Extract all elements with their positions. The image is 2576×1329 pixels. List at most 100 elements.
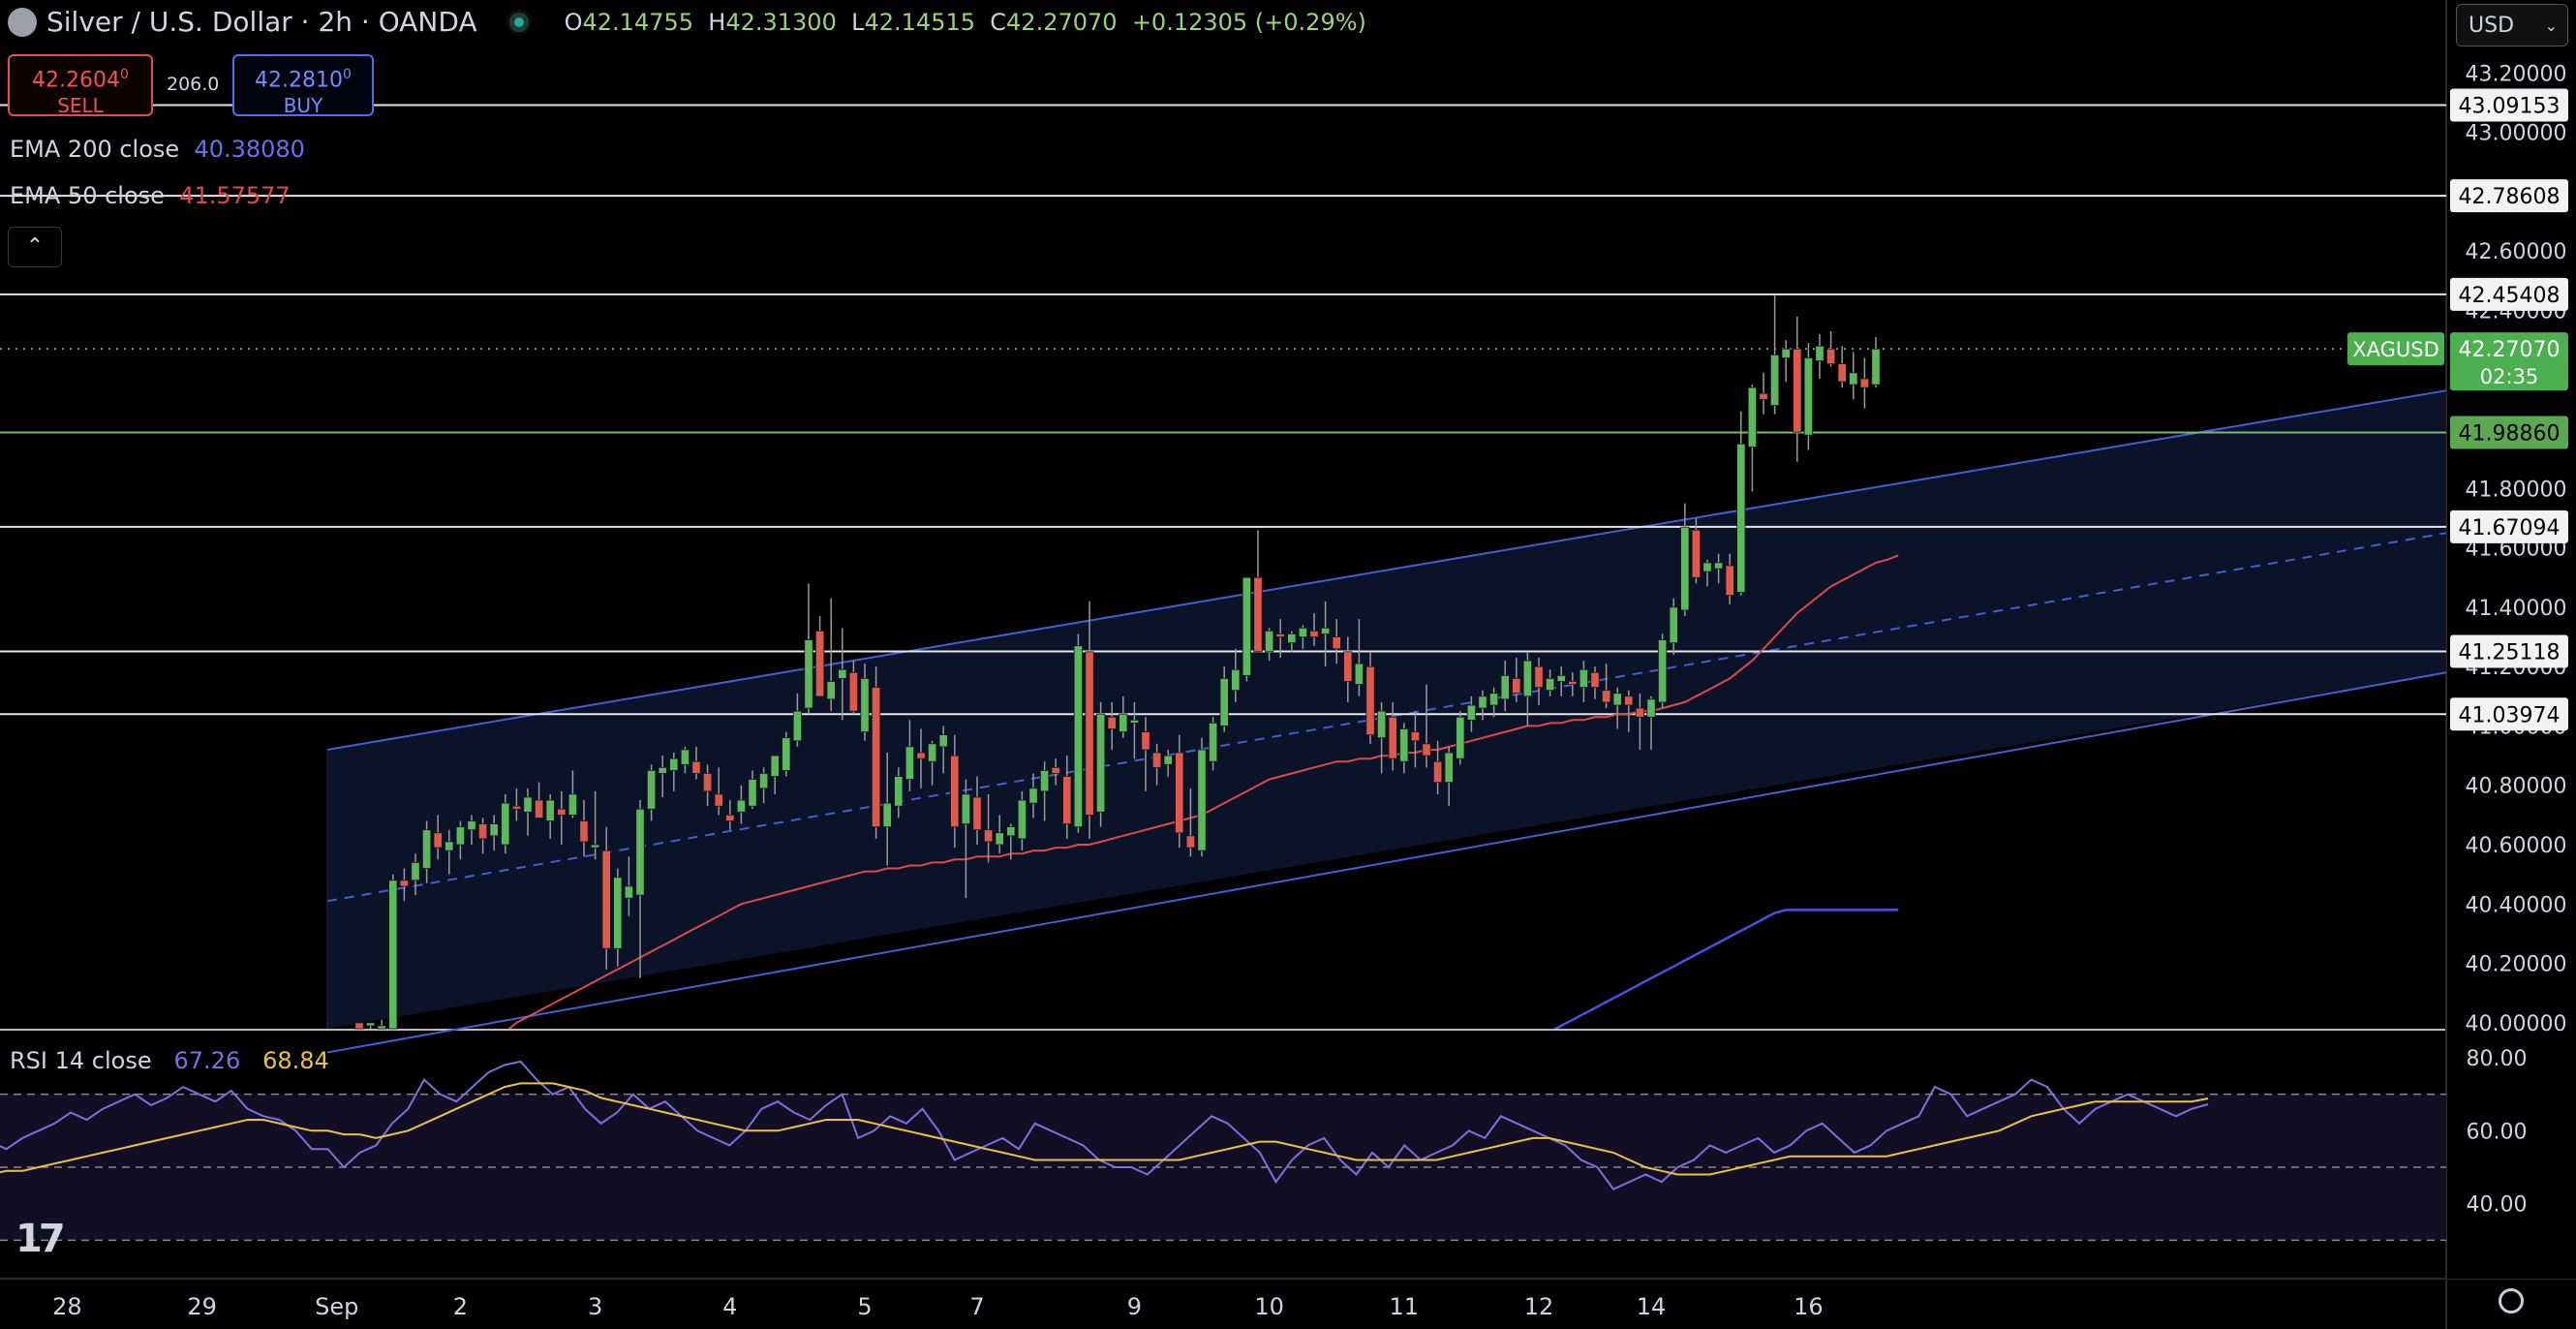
candle-body — [477, 823, 488, 840]
candle-body — [1444, 752, 1454, 784]
candle-body — [1354, 663, 1364, 685]
candle-body — [1365, 665, 1375, 736]
candle-body — [1399, 728, 1409, 762]
candle — [1837, 346, 1847, 388]
ema50-legend[interactable]: EMA 50 close 41.57577 — [10, 182, 291, 209]
symbol-title[interactable]: Silver / U.S. Dollar · 2h · OANDA — [46, 6, 477, 38]
candle-body — [545, 799, 555, 821]
candle — [950, 734, 960, 849]
candle — [1062, 756, 1072, 839]
ema200-legend[interactable]: EMA 200 close 40.38080 — [10, 136, 305, 163]
candle — [1377, 701, 1387, 774]
candle-body — [1175, 752, 1184, 834]
rsi-value: 67.26 — [173, 1047, 241, 1074]
low-value: 42.14515 — [864, 8, 975, 36]
candle-body — [1478, 695, 1487, 709]
candle — [815, 616, 825, 697]
candle-body — [872, 687, 881, 828]
candle — [1849, 352, 1858, 400]
candle-body — [1466, 704, 1476, 721]
candle — [1691, 517, 1701, 584]
candle-body — [567, 793, 578, 816]
candle — [455, 820, 466, 860]
ohlc-readout: O42.14755 H42.31300 L42.14515 C42.27070 … — [565, 9, 1366, 36]
candle-body — [1680, 526, 1690, 611]
candle — [1433, 740, 1443, 794]
candle-body — [421, 829, 432, 869]
price-tick-label: 40.60000 — [2466, 834, 2567, 858]
candle-body — [792, 710, 803, 742]
candle-body — [1253, 576, 1263, 653]
candle-body — [1242, 576, 1251, 676]
candle-body — [1343, 651, 1353, 682]
candle-body — [848, 671, 859, 712]
candle-body — [1085, 651, 1094, 816]
tradingview-logo-icon[interactable]: 17 — [15, 1217, 66, 1261]
candle — [1107, 701, 1117, 750]
candle-body — [1837, 363, 1847, 383]
level-price-tag — [2450, 634, 2568, 668]
time-tick-label: Sep — [315, 1293, 358, 1320]
time-tick-label: 4 — [722, 1293, 737, 1320]
candle — [1017, 790, 1027, 851]
candle-body — [1433, 760, 1443, 784]
candle-body — [1747, 386, 1757, 448]
buy-button[interactable]: 42.28100 BUY — [232, 54, 374, 117]
time-tick-label: 2 — [453, 1293, 468, 1320]
rsi-legend[interactable]: RSI 14 close 67.26 68.84 — [10, 1047, 329, 1074]
candle-body — [815, 630, 825, 697]
candle — [1287, 631, 1297, 652]
candle — [1231, 648, 1241, 702]
ema50-value: 41.57577 — [179, 182, 291, 209]
candle — [523, 788, 533, 836]
channel-upper-line — [326, 389, 2447, 751]
candle — [1612, 687, 1622, 729]
candle-body — [557, 808, 567, 816]
candle-body — [1129, 719, 1139, 724]
candle — [882, 753, 892, 866]
candle — [579, 800, 589, 857]
candle — [770, 755, 780, 794]
candle-body — [399, 880, 410, 887]
candle — [984, 793, 994, 863]
candle-body — [680, 749, 690, 765]
candle — [1175, 734, 1184, 849]
candle-body — [972, 796, 982, 831]
symbol-tag: XAGUSD — [2352, 338, 2439, 361]
candle — [1489, 687, 1499, 718]
candle — [1197, 737, 1207, 857]
market-status-icon[interactable] — [506, 9, 532, 35]
price-tick-label: 40.80000 — [2466, 775, 2567, 799]
candle-body — [725, 814, 735, 821]
candle-body — [1141, 731, 1150, 751]
candle-body — [1702, 562, 1712, 572]
candle-body — [759, 773, 769, 789]
candle — [703, 764, 713, 807]
candle — [399, 868, 410, 902]
candle — [860, 664, 870, 741]
candle-body — [1073, 645, 1083, 828]
candle — [445, 829, 454, 875]
close-value: 42.27070 — [1006, 8, 1118, 36]
level-price-tag — [2450, 277, 2568, 311]
candle-body — [1512, 678, 1521, 695]
level-price-tag — [2450, 510, 2568, 543]
candle — [1028, 773, 1038, 819]
settings-icon[interactable] — [2499, 1288, 2524, 1314]
currency-select[interactable]: USD ⌄ — [2456, 4, 2568, 46]
candle — [1085, 601, 1094, 839]
level-price-label: 41.03974 — [2459, 703, 2561, 727]
candle — [1658, 634, 1668, 709]
collapse-legend-button[interactable]: ⌃ — [8, 227, 62, 267]
candle — [1803, 343, 1813, 450]
sell-button[interactable]: 42.26040 SELL — [8, 54, 153, 117]
price-tick-label: 43.00000 — [2466, 122, 2567, 146]
candle-body — [882, 802, 892, 828]
ema200-value: 40.38080 — [194, 136, 305, 163]
candle — [501, 793, 510, 854]
candle-body — [1815, 345, 1825, 361]
rsi-tick-label: 80.00 — [2467, 1047, 2528, 1071]
candle — [1209, 717, 1218, 771]
candle — [1040, 761, 1050, 821]
